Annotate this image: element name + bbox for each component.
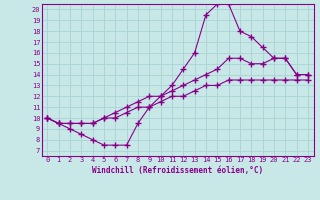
X-axis label: Windchill (Refroidissement éolien,°C): Windchill (Refroidissement éolien,°C) bbox=[92, 166, 263, 175]
